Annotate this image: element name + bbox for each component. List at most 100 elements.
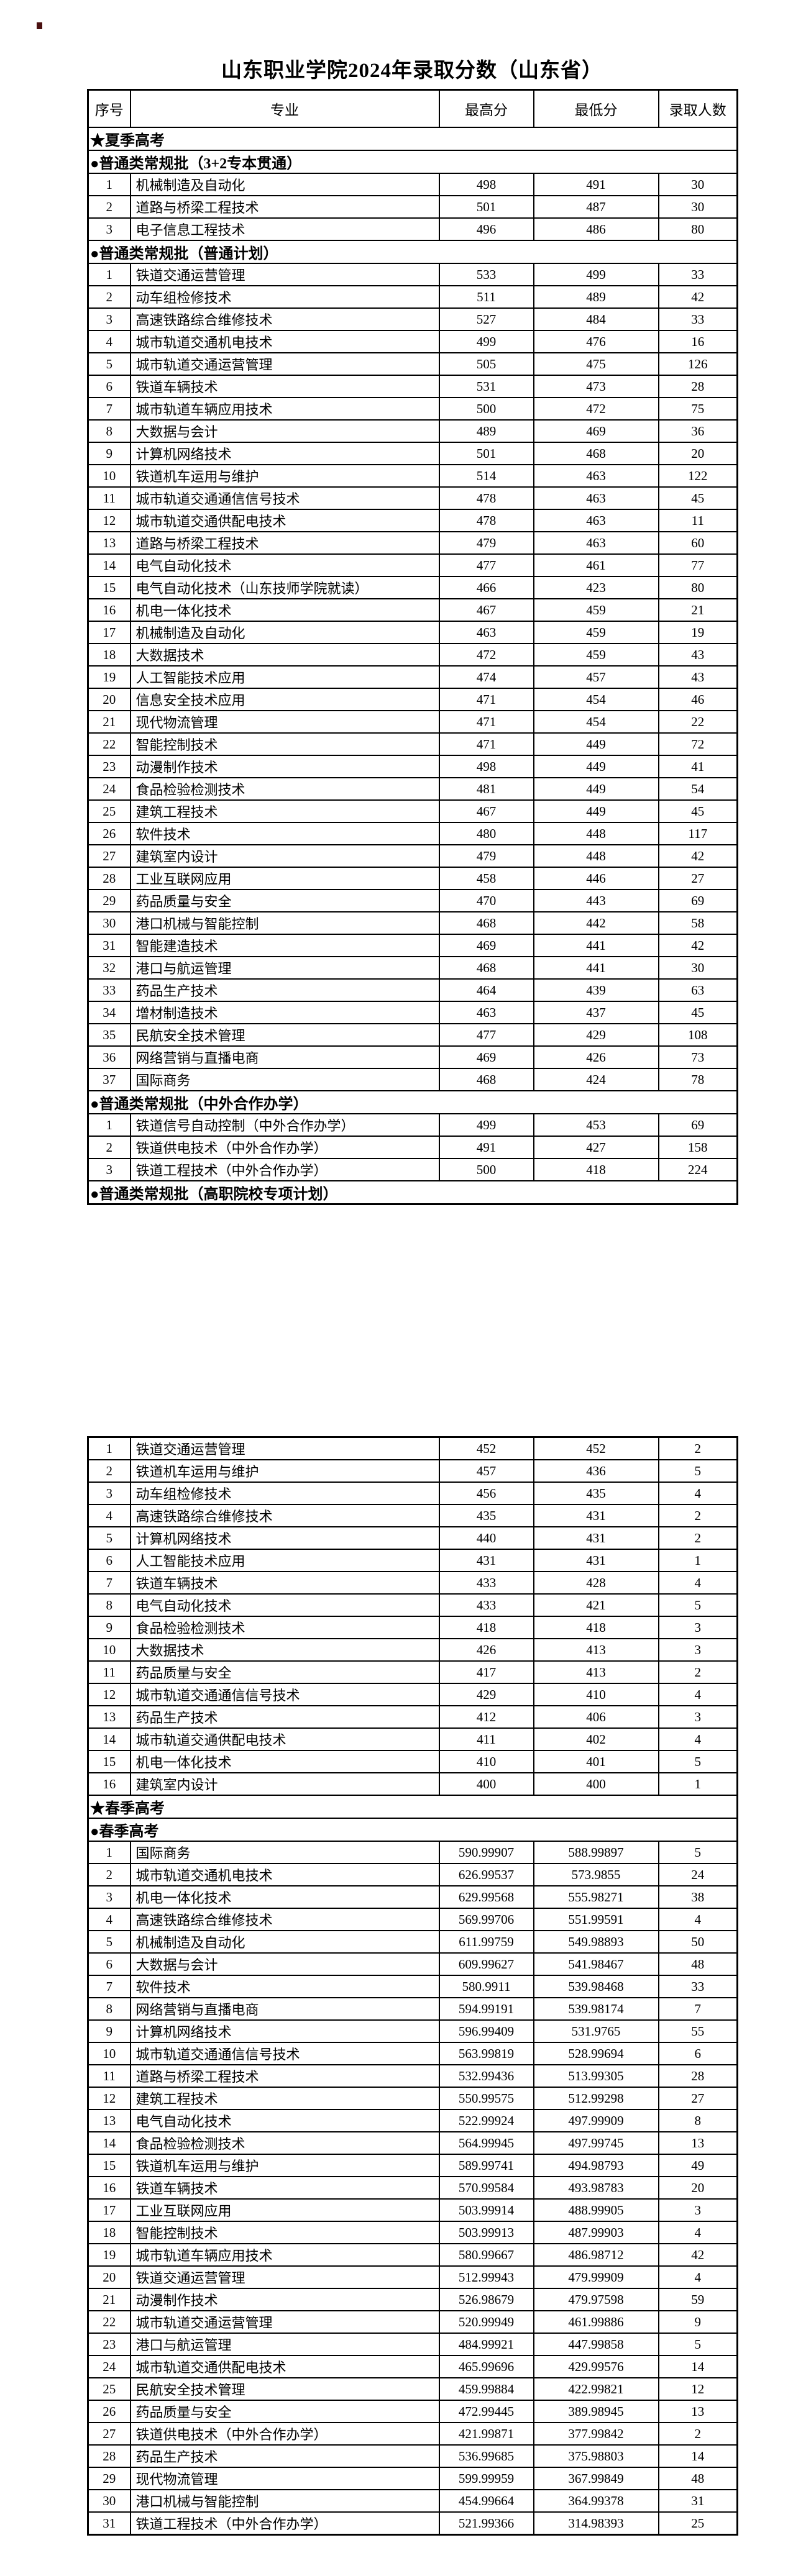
table-row: 1 机械制造及自动化 498 491 30 [87,173,738,196]
major-cell: 铁道交通运营管理 [129,263,440,286]
column-header: 专业 [129,89,440,128]
major-cell: 机电一体化技术 [129,1885,440,1909]
min-cell: 314.98393 [533,2511,659,2536]
major-cell: 民航安全技术管理 [129,1023,440,1047]
no-cell: 2 [87,285,131,309]
max-cell: 429 [438,1683,534,1706]
max-cell: 471 [438,732,534,756]
table-row: 20 信息安全技术应用 471 454 46 [87,688,738,711]
major-cell: 建筑室内设计 [129,844,440,868]
no-cell: 28 [87,867,131,890]
section-header-label: ★夏季高考 [87,127,738,151]
no-cell: 11 [87,2064,131,2088]
no-cell: 12 [87,1683,131,1706]
count-cell: 27 [658,867,738,890]
major-cell: 动车组检修技术 [129,1481,440,1505]
table-row: 3 机电一体化技术 629.99568 555.98271 38 [87,1885,738,1909]
max-cell: 498 [438,173,534,196]
min-cell: 479.99909 [533,2265,659,2289]
table-row: 15 电气自动化技术（山东技师学院就读） 466 423 80 [87,576,738,599]
min-cell: 406 [533,1705,659,1729]
no-cell: 8 [87,1997,131,2021]
no-cell: 9 [87,1616,131,1639]
no-cell: 1 [87,173,131,196]
min-cell: 487 [533,195,659,219]
count-cell: 59 [658,2288,738,2311]
count-cell: 2 [658,1436,738,1460]
table-row: 25 民航安全技术管理 459.99884 422.99821 12 [87,2377,738,2401]
table-row: 3 高速铁路综合维修技术 527 484 33 [87,307,738,331]
no-cell: 12 [87,509,131,532]
min-cell: 513.99305 [533,2064,659,2088]
table-row: 14 电气自动化技术 477 461 77 [87,553,738,577]
min-cell: 418 [533,1158,659,1181]
major-cell: 城市轨道车辆应用技术 [129,2243,440,2267]
table-row: 10 大数据技术 426 413 3 [87,1638,738,1662]
major-cell: 大数据技术 [129,1638,440,1662]
no-cell: 13 [87,1705,131,1729]
min-cell: 475 [533,352,659,376]
no-cell: 18 [87,2221,131,2244]
count-cell: 12 [658,2377,738,2401]
no-cell: 33 [87,978,131,1002]
major-cell: 工业互联网应用 [129,867,440,890]
no-cell: 6 [87,375,131,398]
count-cell: 4 [658,2265,738,2289]
min-cell: 494.98793 [533,2154,659,2177]
section-header-label: ●普通类常规批（3+2专本贯通） [87,150,738,174]
count-cell: 30 [658,173,738,196]
count-cell: 13 [658,2400,738,2423]
column-header-row: 序号 专业 最高分 最低分 录取人数 [87,89,738,128]
no-cell: 17 [87,621,131,644]
min-cell: 428 [533,1571,659,1595]
table-row: 18 智能控制技术 503.99913 487.99903 4 [87,2221,738,2244]
max-cell: 594.99191 [438,1997,534,2021]
min-cell: 422.99821 [533,2377,659,2401]
max-cell: 463 [438,1001,534,1024]
count-cell: 5 [658,1841,738,1864]
no-cell: 14 [87,2131,131,2155]
no-cell: 21 [87,2288,131,2311]
max-cell: 457 [438,1459,534,1483]
table-row: 6 铁道车辆技术 531 473 28 [87,375,738,398]
major-cell: 港口与航运管理 [129,956,440,980]
table-row: 8 电气自动化技术 433 421 5 [87,1593,738,1617]
section-header-row: ●普通类常规批（普通计划） [87,240,738,264]
max-cell: 471 [438,710,534,734]
no-cell: 6 [87,1952,131,1976]
table-row: 14 城市轨道交通供配电技术 411 402 4 [87,1727,738,1751]
count-cell: 33 [658,263,738,286]
no-cell: 4 [87,1908,131,1931]
max-cell: 411 [438,1727,534,1751]
max-cell: 417 [438,1660,534,1684]
table-row: 11 道路与桥梁工程技术 532.99436 513.99305 28 [87,2064,738,2088]
count-cell: 63 [658,978,738,1002]
table-row: 11 药品质量与安全 417 413 2 [87,1660,738,1684]
column-header: 序号 [87,89,131,128]
major-cell: 道路与桥梁工程技术 [129,195,440,219]
count-cell: 7 [658,1997,738,2021]
max-cell: 511 [438,285,534,309]
count-cell: 11 [658,509,738,532]
count-cell: 60 [658,531,738,555]
min-cell: 459 [533,598,659,622]
major-cell: 智能建造技术 [129,934,440,957]
column-header: 最低分 [533,89,659,128]
admission-score-table-spring: 1 铁道交通运营管理 452 452 2 2 铁道机车运用与维护 457 436 5 3 动车组检修技… [87,1436,738,2536]
max-cell: 503.99913 [438,2221,534,2244]
min-cell: 400 [533,1772,659,1796]
max-cell: 532.99436 [438,2064,534,2088]
section-header-row: ●普通类常规批（高职院校专项计划） [87,1180,738,1205]
count-cell: 2 [658,1526,738,1550]
no-cell: 3 [87,307,131,331]
count-cell: 42 [658,2243,738,2267]
major-cell: 增材制造技术 [129,1001,440,1024]
table-row: 24 食品检验检测技术 481 449 54 [87,777,738,801]
major-cell: 港口机械与智能控制 [129,2489,440,2513]
table-row: 29 现代物流管理 599.99959 367.99849 48 [87,2467,738,2490]
count-cell: 3 [658,2198,738,2222]
count-cell: 72 [658,732,738,756]
no-cell: 8 [87,419,131,443]
min-cell: 389.98945 [533,2400,659,2423]
no-cell: 23 [87,2333,131,2356]
